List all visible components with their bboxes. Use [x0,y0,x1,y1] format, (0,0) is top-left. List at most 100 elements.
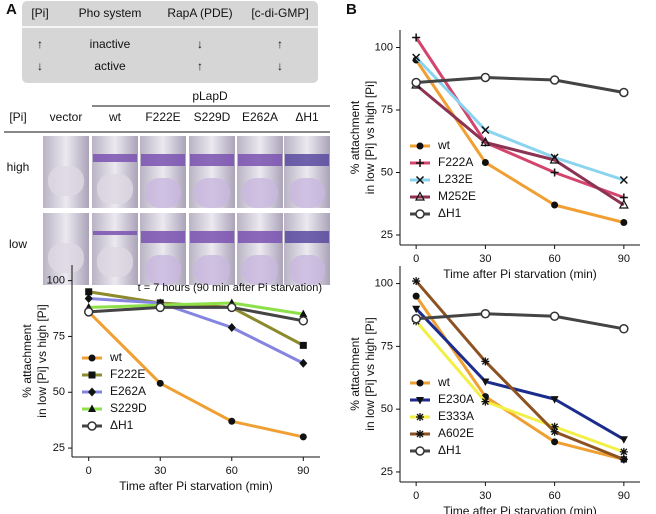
marker [299,341,307,349]
legend-marker [416,142,424,150]
y-tick-label: 25 [381,229,393,241]
tube-bottom [97,174,133,204]
series-line [88,296,304,365]
line-chart: 25 50 75 100 0 30 60 90 Time after Pi starvation… [20,265,320,493]
marker [550,168,559,177]
series-line [416,312,625,331]
panel-label: B [346,1,357,18]
panel-label: A [6,1,17,18]
biofilm-ring [141,231,185,243]
tube-bottom [48,243,84,273]
x-tick-label: 60 [548,490,560,502]
marker [551,438,559,446]
table-cell: ↓ [277,59,283,73]
marker [227,323,236,333]
legend-marker [415,191,425,201]
legend-marker [416,397,424,405]
tube-bottom [242,255,278,285]
marker [85,288,93,296]
y-axis-label: % attachment [348,100,362,174]
biofilm-ring [141,154,185,166]
biofilm-ring [190,154,234,166]
series-line [415,83,625,207]
marker [412,292,420,300]
marker [84,293,93,303]
table-background [22,1,318,83]
y-tick-label: 100 [375,277,393,289]
x-tick-label: 90 [618,253,630,265]
x-tick-label: 30 [479,253,491,265]
marker [549,75,560,85]
legend-marker [416,413,424,421]
table: [Pi] Pho system RapA (PDE) [c-di-GMP] ↑ inact… [31,6,308,73]
group-label: pLapD [192,89,228,103]
marker [228,417,236,425]
table-cell: inactive [90,37,131,51]
marker [227,302,237,313]
tube-bottom [194,178,230,208]
column-label: E262A [242,110,278,124]
legend-marker [88,354,96,362]
legend-label: E262A [110,384,146,398]
column-label: S229D [194,110,231,124]
y-tick-label: 75 [381,104,393,116]
legend-label: M252E [438,189,476,203]
marker [412,33,421,42]
legend-marker [415,175,425,185]
row-label: high [7,160,30,174]
tube-bottom [145,255,181,285]
x-tick-label: 0 [86,465,92,477]
marker [480,308,491,319]
tube-bottom [242,178,278,208]
x-tick-label: 30 [154,465,166,477]
legend-label: F222A [438,155,473,169]
legend-label: E333A [438,409,474,423]
marker [549,154,560,164]
table-header: [Pi] [31,6,48,20]
series-line [415,320,625,454]
legend-marker [416,159,424,167]
marker [481,357,490,366]
legend-label: F222E [110,367,145,381]
y-tick-label: 75 [53,330,65,342]
y-axis-label: in low [Pi] vs high [Pi] [35,304,49,417]
series-line [414,59,625,224]
series-line [415,307,625,441]
legend-label: ΔH1 [438,206,462,220]
legend-label: L232E [438,172,473,186]
biofilm-ring [285,154,329,166]
biofilm-ring [238,231,282,243]
marker [299,433,307,441]
marker [481,397,490,406]
table-cell: ↑ [37,37,43,51]
series-line [415,280,625,461]
y-axis-label: in low [Pi] vs high [Pi] [363,317,377,430]
legend-label: S229D [110,401,147,415]
table-cell: ↓ [197,37,203,51]
table-header: Pho system [79,6,142,20]
marker [298,316,309,326]
legend-marker [415,209,425,219]
marker [549,311,560,321]
charts: 25 50 75 100 0 30 60 90 Time after Pi starvation… [20,30,640,514]
series-line [414,36,625,199]
column-label: vector [50,110,83,124]
y-tick-label: 50 [381,403,393,415]
legend-label: wt [437,138,451,152]
marker [156,379,164,387]
legend-label: wt [109,350,123,364]
column-label: F222E [145,110,180,124]
marker [619,436,628,444]
marker [412,305,421,314]
legend-marker [87,421,97,431]
table-cell: ↓ [37,59,43,73]
marker [411,77,421,88]
series-line [416,76,625,94]
marker [550,427,559,436]
marker [481,125,490,135]
caption: t = 7 hours (90 min after Pi starvation) [138,282,322,294]
legend-marker [88,371,96,379]
marker [620,219,628,226]
legend-marker [416,379,424,387]
